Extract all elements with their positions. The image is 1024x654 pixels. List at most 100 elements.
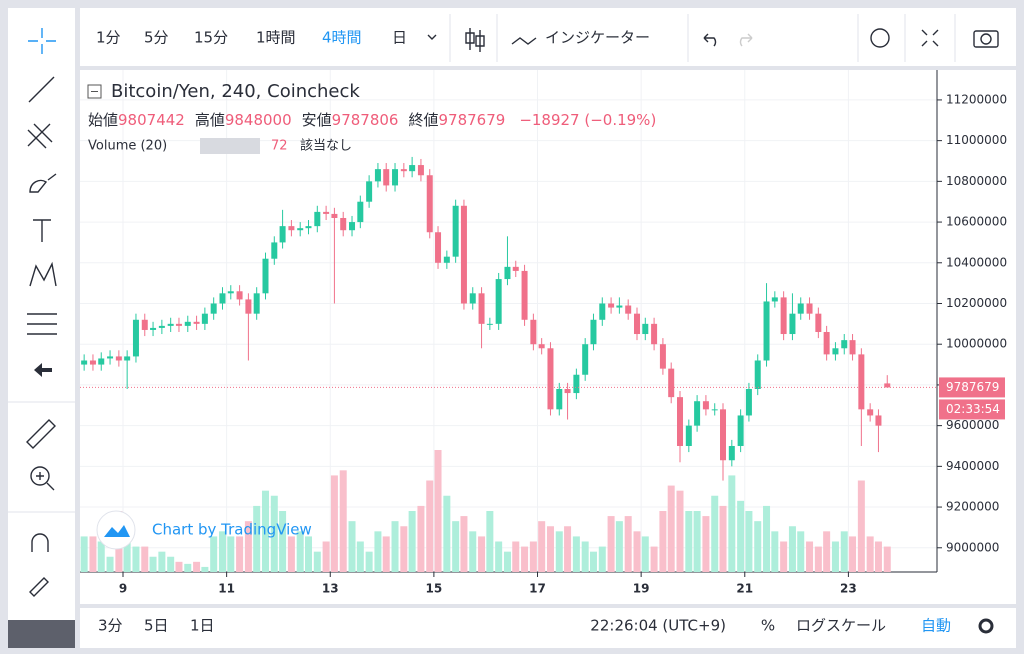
volume-bar <box>106 556 114 572</box>
candle-body <box>797 303 804 314</box>
interval-button[interactable]: 1時間 <box>256 29 296 47</box>
volume-bar <box>754 521 762 572</box>
ruler-icon[interactable] <box>26 419 56 449</box>
volume-bar <box>581 541 589 572</box>
candle-body <box>400 169 407 172</box>
indicators-button[interactable]: インジケーター <box>545 29 650 47</box>
dropdown-icon[interactable] <box>427 34 437 40</box>
volume-bar <box>883 546 891 572</box>
volume-bar <box>296 531 304 572</box>
legend-low-label: 安値 <box>302 111 332 129</box>
interval-button[interactable]: 5分 <box>144 29 169 47</box>
interval-button[interactable]: 日 <box>392 29 407 47</box>
study-buttons[interactable] <box>200 138 260 154</box>
crosshair-icon[interactable] <box>28 28 56 54</box>
text-icon[interactable] <box>33 219 51 242</box>
y-tick-label: 11000000 <box>946 133 1007 147</box>
fib-icon[interactable] <box>27 123 53 149</box>
candle-body <box>288 226 295 231</box>
interval-button[interactable]: 1分 <box>96 29 121 47</box>
candle-body <box>227 291 234 294</box>
auto-toggle[interactable]: 自動 <box>921 617 951 635</box>
candle-body <box>392 169 399 186</box>
zoom-icon[interactable] <box>30 466 50 486</box>
legend-open: 9807442 <box>118 111 185 129</box>
volume-bar <box>244 521 252 572</box>
undo-icon[interactable] <box>703 33 717 47</box>
back-icon[interactable] <box>34 363 52 377</box>
volume-bar <box>512 541 520 572</box>
range-button[interactable]: 1日 <box>190 617 215 635</box>
brush-icon[interactable] <box>29 173 57 193</box>
candle-body <box>193 321 200 324</box>
candle-type-icon[interactable] <box>465 28 485 52</box>
range-button[interactable]: 5日 <box>144 617 169 635</box>
watermark-logo <box>96 510 136 550</box>
candle-body <box>659 344 666 369</box>
lock-button[interactable] <box>8 620 75 648</box>
candle-body <box>383 169 390 186</box>
measure-icon[interactable] <box>27 313 57 335</box>
volume-bar <box>261 490 269 572</box>
volume-bar <box>304 536 312 572</box>
trend-line-icon[interactable] <box>28 76 55 103</box>
candle-body <box>668 368 675 398</box>
y-tick-label: 10800000 <box>946 174 1007 188</box>
candle-body <box>720 409 727 461</box>
candle-body <box>884 383 891 388</box>
bottom-settings[interactable] <box>978 618 994 634</box>
snapshot-icon[interactable] <box>973 30 999 48</box>
volume-bar <box>339 470 347 572</box>
watermark-text: Chart by TradingView <box>152 521 312 539</box>
x-tick-label: 9 <box>119 582 127 596</box>
interval-button[interactable]: 15分 <box>194 29 228 47</box>
candle-body <box>271 242 278 259</box>
volume-bar <box>763 505 771 572</box>
lock-draw-icon[interactable] <box>29 577 49 597</box>
legend-open-label: 始値 <box>88 111 118 129</box>
candle-body <box>81 360 88 365</box>
fullscreen-icon[interactable] <box>921 29 939 47</box>
candle-body <box>175 323 182 326</box>
candle-body <box>512 266 519 271</box>
magnet-icon[interactable] <box>31 533 49 552</box>
drawing-tools[interactable] <box>8 28 75 648</box>
range-button[interactable]: 3分 <box>98 617 123 635</box>
percent-toggle[interactable]: % <box>761 617 775 635</box>
volume-bar <box>529 541 537 572</box>
volume-bar <box>452 521 460 572</box>
y-tick-label: 9600000 <box>946 418 999 432</box>
candle-body <box>538 344 545 349</box>
legend-high-label: 高値 <box>195 111 225 129</box>
volume-bar <box>417 505 425 572</box>
log-toggle[interactable]: ログスケール <box>796 617 886 635</box>
redo-icon[interactable] <box>739 33 753 47</box>
settings-icon[interactable] <box>870 28 890 48</box>
collapse-icon[interactable] <box>87 84 102 99</box>
y-tick-label: 9400000 <box>946 459 999 473</box>
volume-bar <box>849 536 857 572</box>
volume-bar <box>434 450 442 572</box>
candle-body <box>150 327 157 330</box>
candle-body <box>763 301 770 361</box>
y-tick-label: 10000000 <box>946 337 1007 351</box>
candle-body <box>158 325 165 328</box>
volume-none: 該当なし <box>300 138 352 154</box>
candle-body <box>815 313 822 332</box>
candle-body <box>858 354 865 410</box>
candle-body <box>651 323 658 345</box>
volume-bar <box>443 495 451 572</box>
volume-bar <box>374 531 382 572</box>
volume-bar <box>348 521 356 572</box>
volume-bar <box>426 480 434 572</box>
interval-button[interactable]: 4時間 <box>322 29 362 47</box>
volume-bar <box>840 531 848 572</box>
pattern-icon[interactable] <box>29 261 57 287</box>
candle-body <box>771 297 778 302</box>
x-tick-label: 11 <box>218 582 235 596</box>
candle-body <box>443 256 450 263</box>
volume-bar <box>693 511 701 572</box>
top-toolbar-items: インジケーター 1分 5分 15分 1時間 4時間 日 <box>96 14 999 62</box>
volume-bar <box>831 541 839 572</box>
volume-bar <box>227 536 235 572</box>
